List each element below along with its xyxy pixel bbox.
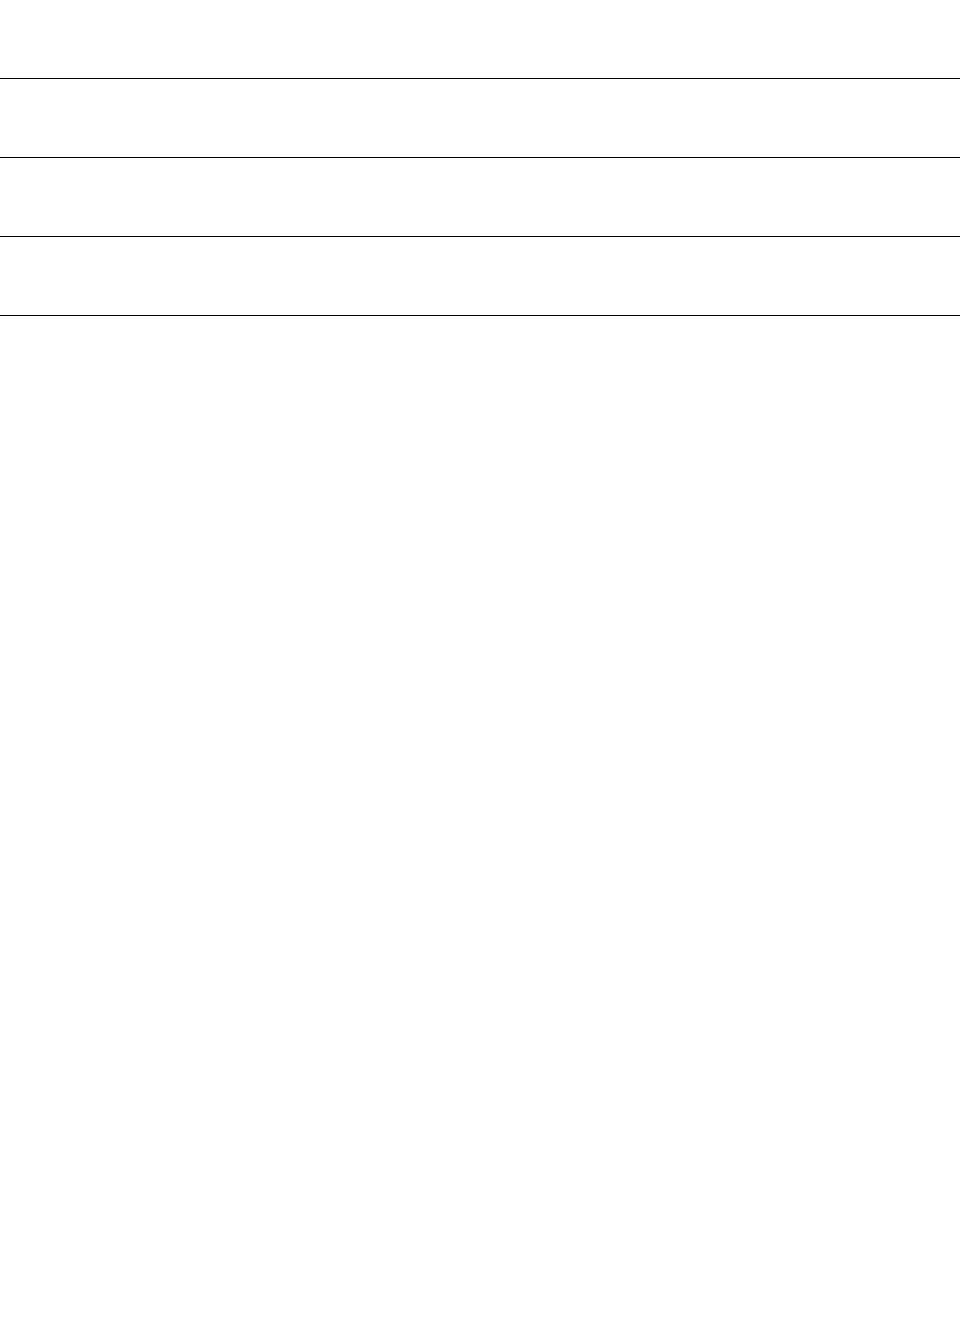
page-footer: [0, 316, 960, 512]
journal-record: [0, 0, 960, 79]
journal-record: [0, 79, 960, 158]
journal-record: [0, 237, 960, 316]
journal-record: [0, 158, 960, 237]
